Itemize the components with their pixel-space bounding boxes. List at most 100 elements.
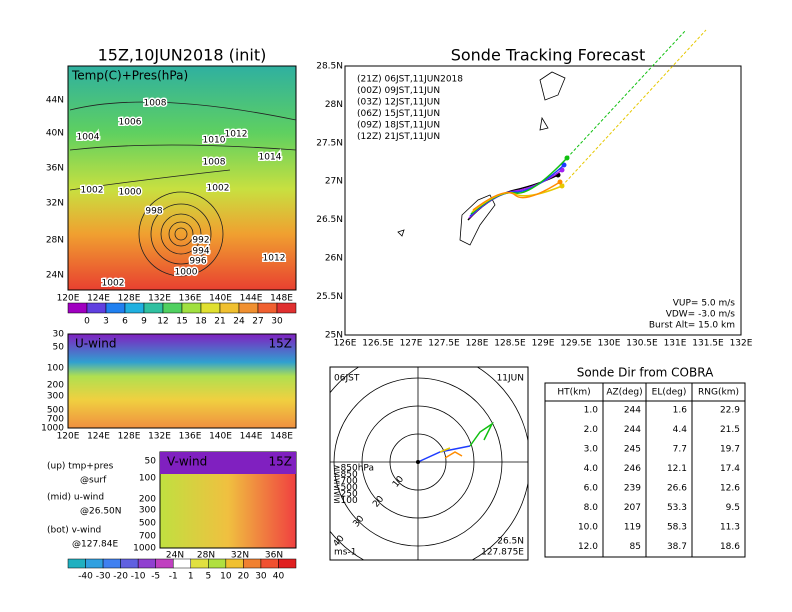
colorbar-label: -20 — [113, 572, 128, 582]
lat-label: 25N — [325, 330, 343, 340]
u-wind-section — [67, 333, 297, 429]
isobar-label: 1014 — [259, 153, 282, 163]
lon-label: 129E — [532, 339, 555, 349]
lon-label: 127.5E — [428, 339, 460, 349]
level-label: 200 — [47, 381, 64, 391]
colorbar-cell — [172, 558, 192, 569]
colorbar-label: 3 — [103, 317, 109, 327]
table-title: Sonde Dir from COBRA — [577, 366, 714, 380]
table-cell: 6.0 — [584, 484, 599, 494]
colorbar-label: 5 — [205, 572, 211, 582]
hodograph-lat: 26.5N — [497, 537, 524, 547]
note: (mid) u-wind — [47, 493, 104, 503]
lat-label: 27.5N — [316, 138, 343, 148]
lon-label: 124E — [87, 432, 110, 442]
hodograph-date: 11JUN — [497, 374, 524, 384]
level-key: ≥850hPa — [333, 464, 374, 474]
colorbar-cell — [86, 302, 107, 314]
colorbar-cell — [225, 558, 244, 569]
table-cell: 1.6 — [673, 406, 688, 416]
lat-label: 24N — [46, 271, 64, 281]
hodograph-trace — [417, 421, 494, 463]
colorbar-label: 30 — [255, 572, 267, 582]
hodograph-box — [329, 366, 529, 561]
lat-label: 26N — [325, 254, 343, 264]
colorbar-cell — [67, 302, 88, 314]
lon-label: 130E — [598, 339, 621, 349]
level-label: 50 — [53, 343, 65, 353]
table-cell: 7.7 — [673, 445, 687, 455]
lon-label: 128E — [118, 432, 141, 442]
level-key: ≤500 — [333, 483, 358, 493]
level-label: 50 — [145, 457, 157, 467]
table-cell: 8.0 — [584, 503, 599, 513]
table-cell: 17.4 — [720, 464, 740, 474]
colorbar-cell — [257, 302, 278, 314]
track-end — [561, 162, 567, 168]
colorbar-cell — [219, 302, 240, 314]
lon-label: 127E — [400, 339, 423, 349]
parameter: VDW= -3.0 m/s — [666, 310, 736, 320]
level-label: 30 — [53, 330, 65, 340]
table-cell: 1.0 — [584, 406, 599, 416]
legend-entry: (06Z) 15JST,11JUN — [357, 109, 440, 119]
level-key: ≤250 — [333, 490, 358, 500]
colorbar-cell — [155, 558, 174, 569]
lat-label: 26.5N — [316, 215, 343, 225]
table-cell: 4.0 — [584, 464, 599, 474]
level-key: ≤700 — [333, 477, 358, 487]
level-label: 300 — [139, 506, 156, 516]
colorbar-label: 18 — [195, 317, 207, 327]
table-box — [544, 382, 746, 558]
lat-label: 40N — [46, 129, 64, 139]
lat-label: 25.5N — [316, 292, 343, 302]
colorbar-label: -30 — [96, 572, 111, 582]
note: @26.50N — [80, 507, 122, 517]
level-key: ≤850 — [333, 470, 358, 480]
note: (bot) v-wind — [47, 526, 101, 536]
isobar-label: 1010 — [203, 136, 226, 146]
table-cell: 22.9 — [720, 406, 740, 416]
lon-label: 126E — [334, 339, 357, 349]
colorbar-cell — [260, 558, 279, 569]
track-extension — [561, 29, 707, 187]
colorbar-label: -1 — [169, 572, 178, 582]
lon-label: 144E — [240, 432, 263, 442]
isobar-label: 1006 — [119, 118, 142, 128]
lat-label: 32N — [231, 551, 249, 561]
parameter: Burst Alt= 15.0 km — [649, 321, 735, 331]
colorbar-cell — [120, 558, 139, 569]
colorbar-cell — [278, 558, 297, 569]
note: @surf — [80, 476, 107, 486]
track — [472, 181, 561, 211]
colorbar-cell — [243, 558, 262, 569]
lon-label: 131.5E — [692, 339, 724, 349]
isobar-label: 998 — [145, 207, 162, 217]
lon-label: 131E — [664, 339, 687, 349]
map-label: Temp(C)+Pres(hPa) — [71, 69, 188, 83]
u-wind-label: U-wind — [75, 337, 116, 351]
table-cell: 12.1 — [667, 464, 687, 474]
lon-label: 126.5E — [362, 339, 394, 349]
lat-label: 36N — [46, 164, 64, 174]
lat-label: 28N — [46, 236, 64, 246]
level-label: 700 — [47, 415, 64, 425]
lon-label: 128E — [118, 294, 141, 304]
map-title: 15Z,10JUN2018 (init) — [98, 46, 267, 65]
lat-label: 28N — [197, 551, 215, 561]
level-label: 500 — [139, 519, 156, 529]
isobar-label: 994 — [192, 247, 209, 257]
table-cell: 239 — [624, 484, 641, 494]
table-cell: 21.5 — [720, 425, 740, 435]
legend-entry: (21Z) 06JST,11JUN2018 — [357, 75, 463, 85]
legend-entry: (00Z) 09JST,11JUN — [357, 86, 440, 96]
table-cell: 4.4 — [673, 425, 688, 435]
table-cell: 9.5 — [726, 503, 740, 513]
lat-label: 28.5N — [316, 62, 343, 72]
colorbar-cell — [143, 302, 164, 314]
lon-label: 120E — [57, 432, 80, 442]
table-cell: 53.3 — [667, 503, 687, 513]
colorbar-label: -10 — [131, 572, 146, 582]
lon-label: 148E — [270, 432, 293, 442]
colorbar-cell — [67, 558, 86, 569]
